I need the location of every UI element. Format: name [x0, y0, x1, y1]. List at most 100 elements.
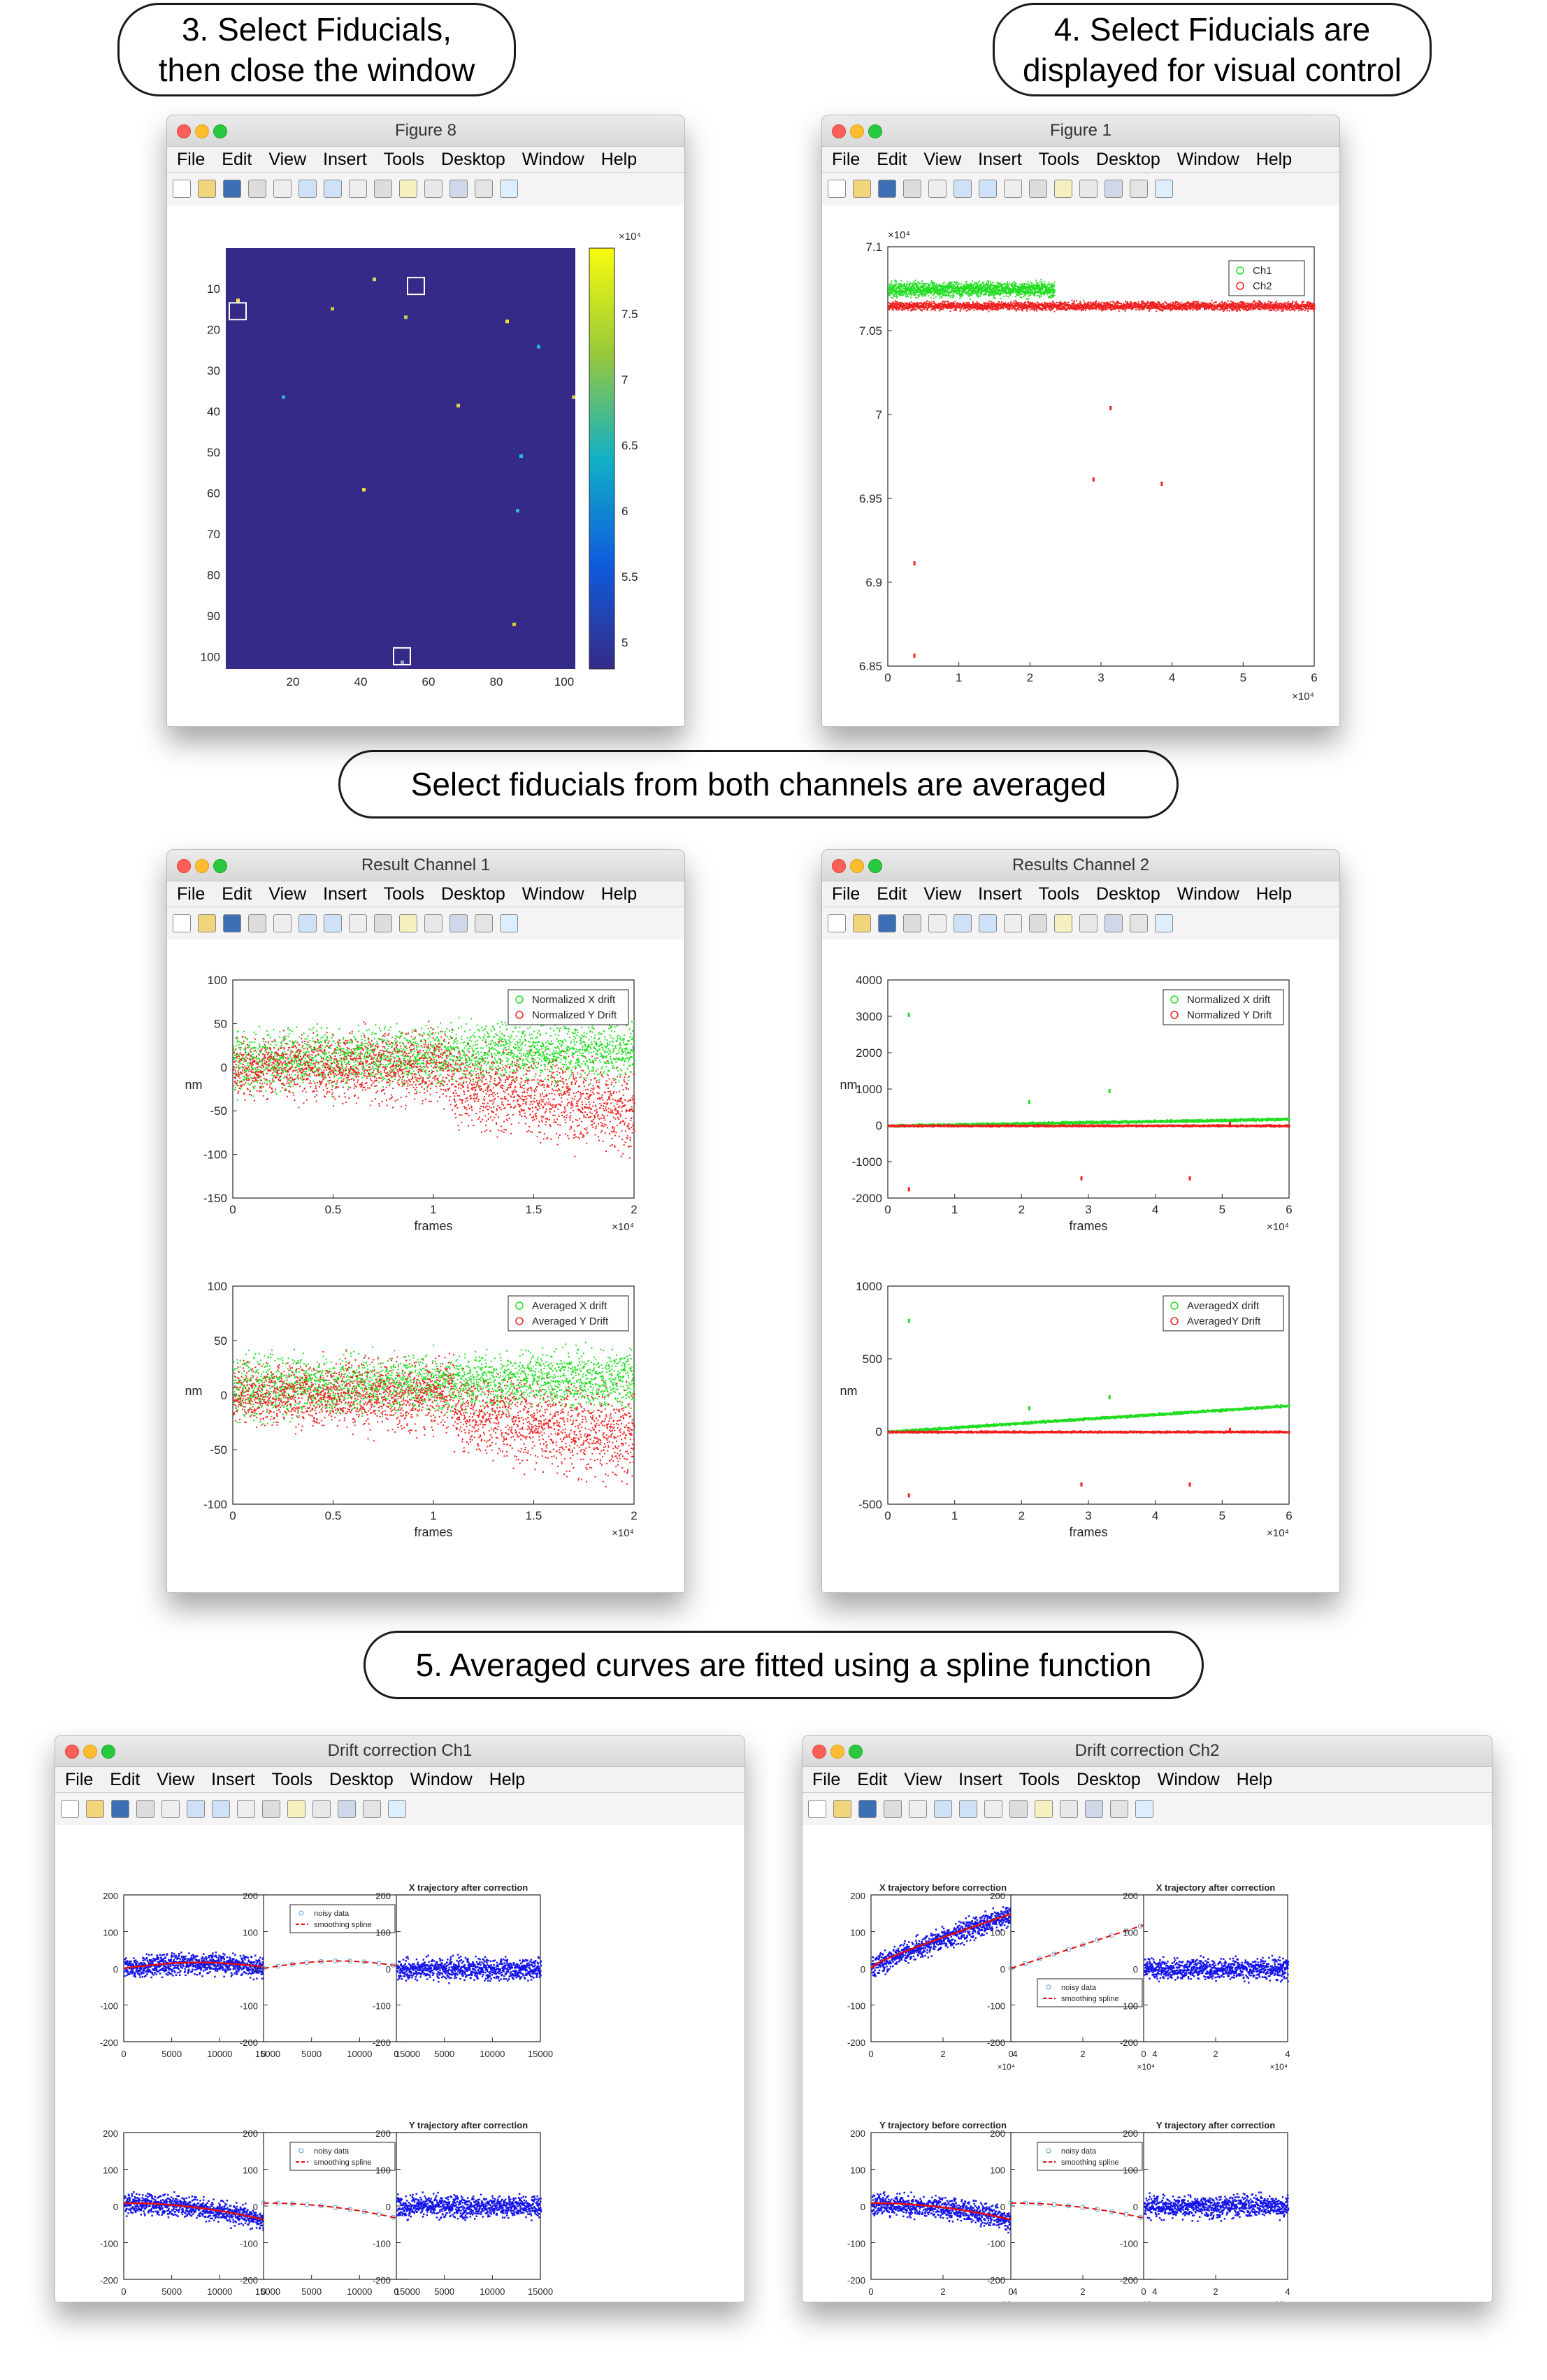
brush-icon[interactable] [424, 180, 442, 198]
data-point [1167, 308, 1169, 310]
data-point [933, 298, 935, 300]
data-point [976, 305, 978, 308]
data-point [1023, 284, 1026, 286]
data-point [1040, 284, 1042, 287]
menu-file[interactable]: File [177, 150, 205, 169]
menu-desktop[interactable]: Desktop [441, 150, 505, 169]
data-point [1032, 293, 1034, 295]
link-icon[interactable] [449, 180, 468, 198]
data-point [996, 310, 998, 312]
menu-view[interactable]: View [268, 150, 306, 169]
data-point [1290, 307, 1292, 309]
close-button[interactable] [177, 124, 191, 138]
menu-tools[interactable]: Tools [1039, 150, 1079, 169]
data-point [940, 292, 942, 294]
print-icon[interactable] [903, 180, 921, 198]
rotate-icon[interactable] [374, 180, 392, 198]
print-icon[interactable] [248, 180, 266, 198]
data-point [893, 287, 895, 289]
menu-insert[interactable]: Insert [323, 150, 367, 169]
data-cursor-icon[interactable] [399, 180, 417, 198]
data-point [942, 291, 944, 294]
data-point [1029, 289, 1031, 291]
close-button[interactable] [832, 124, 846, 138]
data-point [1014, 304, 1016, 306]
data-point [964, 284, 966, 287]
data-point [907, 283, 909, 285]
data-point [1271, 309, 1273, 311]
menu-window[interactable]: Window [522, 150, 584, 169]
save-icon[interactable] [223, 180, 241, 198]
colorbar-icon[interactable] [1130, 180, 1148, 198]
data-point [970, 289, 972, 291]
data-point [1197, 304, 1200, 306]
data-point [911, 284, 913, 286]
data-point [1026, 308, 1028, 310]
data-point [1170, 305, 1172, 308]
zoom-out-icon[interactable] [324, 180, 342, 198]
zoom-out-icon[interactable] [979, 180, 997, 198]
menu-edit[interactable]: Edit [877, 150, 907, 169]
legend-icon[interactable] [500, 180, 518, 198]
zoom-in-icon[interactable] [298, 180, 317, 198]
minimize-button[interactable] [195, 124, 209, 138]
menu-window[interactable]: Window [1177, 150, 1239, 169]
brush-icon[interactable] [1079, 180, 1098, 198]
data-point [1018, 301, 1020, 303]
data-point [1041, 302, 1043, 304]
data-point [894, 300, 896, 302]
data-point [1223, 303, 1225, 305]
fiducial-spot [362, 488, 366, 492]
link-icon[interactable] [1105, 180, 1123, 198]
colorbar-icon[interactable] [475, 180, 493, 198]
menu-help[interactable]: Help [601, 150, 637, 169]
data-point [1065, 305, 1067, 307]
data-point [933, 302, 935, 304]
open-folder-icon[interactable] [853, 180, 871, 198]
menu-view[interactable]: View [923, 150, 961, 169]
data-point [941, 303, 943, 305]
data-point [1237, 309, 1239, 311]
data-point [1060, 303, 1062, 305]
data-point [954, 308, 956, 310]
data-cursor-icon[interactable] [1054, 180, 1072, 198]
menu-tools[interactable]: Tools [384, 150, 424, 169]
new-file-icon[interactable] [173, 180, 191, 198]
data-point [937, 291, 939, 293]
menu-edit[interactable]: Edit [222, 150, 252, 169]
menu-file[interactable]: File [832, 150, 860, 169]
open-folder-icon[interactable] [198, 180, 216, 198]
data-point [1028, 307, 1030, 309]
pan-icon[interactable] [349, 180, 367, 198]
zoom-button[interactable] [213, 124, 227, 138]
rotate-icon[interactable] [1029, 180, 1047, 198]
data-point [1089, 302, 1091, 304]
pointer-icon[interactable] [928, 180, 947, 198]
data-point [899, 301, 901, 303]
data-point [1002, 283, 1005, 285]
menu-help[interactable]: Help [1256, 150, 1292, 169]
new-file-icon[interactable] [828, 180, 846, 198]
data-point [926, 309, 928, 311]
legend-icon[interactable] [1155, 180, 1173, 198]
menu-desktop[interactable]: Desktop [1096, 150, 1160, 169]
data-point [938, 305, 940, 308]
data-point [987, 308, 989, 310]
data-point [963, 284, 965, 286]
zoom-button[interactable] [868, 124, 882, 138]
data-point [958, 282, 960, 284]
data-point [937, 304, 940, 306]
pan-icon[interactable] [1004, 180, 1022, 198]
pointer-icon[interactable] [273, 180, 292, 198]
menu-insert[interactable]: Insert [978, 150, 1022, 169]
y-tick-label: 40 [207, 405, 220, 419]
data-point [927, 284, 929, 286]
save-icon[interactable] [878, 180, 896, 198]
minimize-button[interactable] [850, 124, 864, 138]
data-point [1021, 310, 1023, 312]
data-point [1035, 282, 1037, 284]
zoom-in-icon[interactable] [954, 180, 972, 198]
data-point [966, 283, 968, 285]
data-point [1238, 303, 1240, 305]
